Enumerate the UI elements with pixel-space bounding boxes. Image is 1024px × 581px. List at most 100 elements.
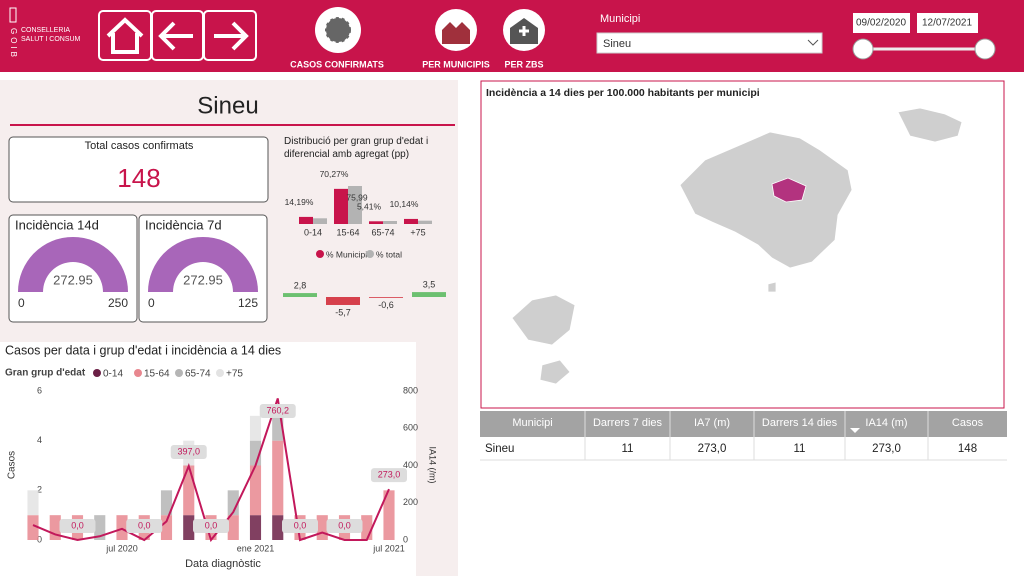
- bar-segment: [272, 440, 284, 516]
- total-label: Total casos confirmats: [85, 140, 194, 152]
- bar-segment: [249, 440, 262, 466]
- nav-label[interactable]: PER MUNICIPIS: [422, 59, 490, 69]
- diff-label: 2,8: [294, 280, 307, 290]
- municipi-dropdown[interactable]: [596, 32, 823, 54]
- data-label: 760,2: [266, 405, 289, 415]
- y-tick-label: 2: [37, 485, 42, 495]
- x-tick-label: 15-64: [336, 227, 359, 237]
- mallorca-shape[interactable]: [679, 131, 853, 269]
- legend-marker: [175, 369, 183, 377]
- label-box: [59, 519, 96, 533]
- bar-segment: [227, 490, 239, 516]
- slider-handle[interactable]: [974, 38, 996, 60]
- forward-button[interactable]: [203, 10, 257, 61]
- nav-label[interactable]: CASOS CONFIRMATS: [290, 59, 384, 69]
- bar-segment: [383, 490, 395, 540]
- table-cell: 273,0: [698, 443, 727, 455]
- houses-icon: [442, 22, 470, 44]
- nav-label[interactable]: PER ZBS: [504, 59, 543, 69]
- y-tick-label: 6: [37, 385, 42, 395]
- bar-segment: [361, 515, 373, 540]
- hospital-cross: [519, 26, 529, 36]
- bar: [383, 220, 397, 224]
- diff-bar: [326, 297, 360, 305]
- slider-handle[interactable]: [852, 38, 874, 60]
- logo-line: SALUT I CONSUM: [21, 36, 81, 43]
- bar-segment: [249, 515, 262, 540]
- bar-segment: [27, 490, 39, 516]
- dropdown-chevron: [807, 39, 819, 46]
- data-label: 0,0: [138, 520, 151, 530]
- data-label: 5,41%: [357, 202, 382, 212]
- date-from-input[interactable]: [853, 13, 910, 33]
- x-axis-label: Data diagnòstic: [185, 558, 261, 570]
- age-chart-title: Distribució per gran grup d'edat i difer…: [284, 136, 429, 160]
- table-cell: 273,0: [872, 443, 901, 455]
- y-tick-label: 0: [37, 534, 42, 544]
- gauge-min: 0: [148, 296, 155, 310]
- time-chart-title: Casos per data i grup d'edat i incidènci…: [5, 343, 281, 357]
- menorca-shape[interactable]: [897, 107, 963, 143]
- forward-icon: [214, 21, 249, 51]
- gauge-max: 250: [108, 296, 128, 310]
- column-header: Casos: [952, 417, 984, 429]
- column-header: Darrers 14 dies: [762, 417, 838, 429]
- bar: [313, 218, 327, 224]
- bar: [348, 186, 362, 224]
- table-cell: 11: [622, 443, 634, 455]
- logo-line: CONSELLERIA: [21, 27, 70, 34]
- y2-tick-label: 400: [403, 460, 418, 470]
- bar-segment: [249, 415, 262, 441]
- label-box: [126, 519, 163, 533]
- gauge-arc: [148, 237, 258, 292]
- legend-label: +75: [226, 369, 243, 380]
- legend-label: % total: [376, 249, 402, 259]
- back-icon: [158, 21, 193, 51]
- bar-segment: [316, 515, 328, 540]
- legend-label: 15-64: [144, 369, 170, 380]
- bar-segment: [160, 515, 173, 540]
- bar-segment: [116, 515, 128, 540]
- diff-bar: [369, 297, 403, 298]
- diff-bar: [412, 292, 446, 297]
- legend-marker: [316, 250, 324, 258]
- bar: [299, 216, 313, 224]
- ia14-line: [32, 398, 390, 543]
- x-tick-label: ene 2021: [237, 543, 275, 553]
- y2-tick-label: 0: [403, 534, 408, 544]
- eivissa-shape[interactable]: [511, 294, 576, 346]
- diff-bar: [283, 293, 317, 297]
- data-label: 75,99: [346, 192, 368, 202]
- legend-marker: [366, 250, 374, 258]
- label-box: [282, 519, 318, 533]
- bar-segment: [27, 515, 39, 540]
- diff-label: 3,5: [423, 279, 436, 289]
- sort-indicator[interactable]: [850, 428, 860, 433]
- y2-tick-label: 600: [403, 423, 418, 433]
- data-label: 0,0: [338, 520, 351, 530]
- filter-label: Municipi: [600, 13, 640, 25]
- legend-marker: [134, 369, 142, 377]
- table-cell: 11: [794, 443, 806, 455]
- x-tick-label: 65-74: [371, 227, 394, 237]
- formentera-shape[interactable]: [539, 359, 571, 385]
- bar-segment: [183, 515, 195, 540]
- diff-label: -5,7: [335, 307, 351, 317]
- y2-tick-label: 800: [403, 385, 418, 395]
- data-label: 10,14%: [390, 199, 419, 209]
- date-from: 09/02/2020: [856, 18, 906, 29]
- bar: [334, 188, 348, 224]
- total-card: [8, 136, 269, 203]
- legend-title: Gran grup d'edat: [5, 368, 86, 379]
- date-to-input[interactable]: [917, 13, 978, 33]
- y2-tick-label: 200: [403, 497, 418, 507]
- y2-axis-label: IA14 (/m): [428, 446, 438, 483]
- total-value: 148: [117, 163, 160, 193]
- age-chart-title-box: Distribució per gran grup d'edat i difer…: [284, 136, 429, 160]
- date-to: 12/07/2021: [922, 18, 972, 29]
- column-header: IA14 (m): [865, 417, 907, 429]
- cabrera-shape[interactable]: [767, 281, 777, 293]
- sineu-shape[interactable]: [771, 177, 807, 203]
